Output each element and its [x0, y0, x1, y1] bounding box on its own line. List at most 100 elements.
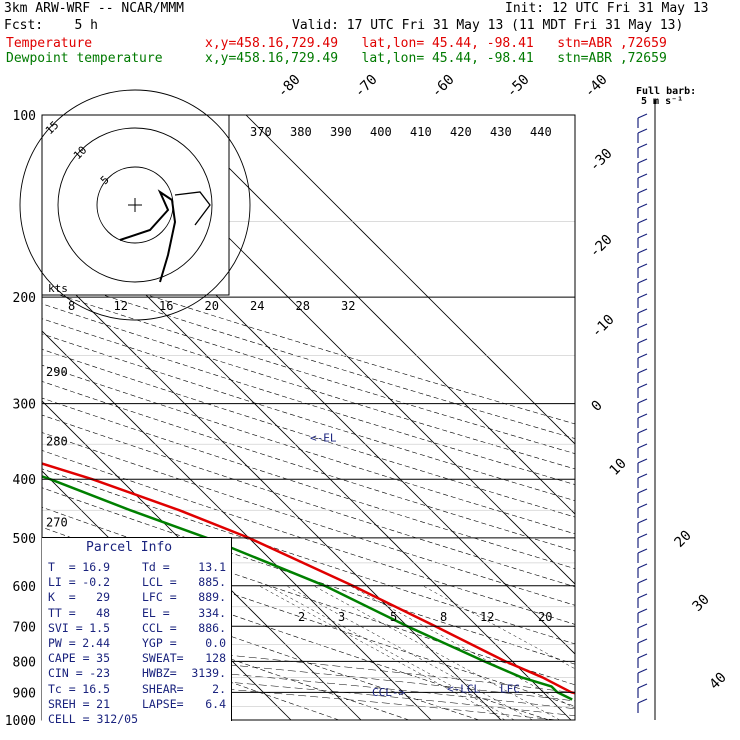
wind-barb-flag — [637, 518, 648, 524]
wind-barb-flag — [637, 563, 648, 569]
isotherm-label: -50 — [504, 72, 533, 101]
plot-frame — [41, 114, 576, 721]
pressure-label: 600 — [13, 580, 36, 595]
wind-barb — [637, 323, 648, 338]
wind-barb — [637, 428, 648, 443]
mixing-ratio-line — [313, 585, 560, 720]
dewpoint-profile — [42, 475, 573, 701]
parcel-info-cell: HWBZ= — [142, 666, 177, 681]
wind-barb — [637, 518, 648, 533]
isotherm-label: 0 — [589, 398, 606, 415]
parcel-info-cell: 0.0 — [205, 636, 226, 650]
parcel-info-cell: 1.5 — [89, 620, 110, 635]
wind-barb-flag — [637, 653, 648, 659]
wind-barb — [637, 488, 648, 503]
wind-barb-flag — [637, 458, 648, 464]
parcel-info-cell: 2.44 — [82, 636, 110, 650]
hodograph-trace-upper — [174, 191, 211, 226]
parcel-info-cell: -0.2 — [82, 575, 110, 590]
wind-barb-flag — [637, 533, 648, 539]
level-annotation: LFC — [500, 682, 520, 695]
wind-barb-flag — [637, 443, 648, 449]
parcel-info-title: Parcel Info — [86, 540, 173, 555]
wind-barb-flag — [637, 488, 648, 494]
wind-barb — [637, 608, 648, 623]
dewpoint-legend-loc: x,y=458.16,729.49 lat,lon= 45.44, -98.41… — [205, 51, 667, 66]
pressure-label: 500 — [13, 532, 36, 547]
parcel-info-cell: EL = — [142, 605, 170, 620]
parcel-info-cell: 334. — [198, 605, 226, 620]
parcel-info-cell: CELL = 312/05 — [48, 712, 139, 726]
pressure-label: 100 — [13, 109, 36, 124]
parcel-info-cell: CCL = — [142, 620, 177, 635]
parcel-info-cell: LFC = — [142, 590, 177, 605]
parcel-info-cell: -23 — [89, 666, 110, 681]
barb-scale-units: 5 m s⁻¹ — [641, 96, 683, 107]
wind-barb-flag — [637, 548, 648, 554]
mixing-ratio-label: 32 — [341, 299, 355, 313]
parcel-info-cell: LCL = — [142, 575, 177, 590]
wind-barb-flag — [637, 308, 648, 314]
wind-barb-flag — [637, 263, 648, 269]
wind-barb-flag — [637, 293, 648, 299]
theta-label: 430 — [490, 125, 512, 139]
pressure-label: 900 — [13, 686, 36, 701]
dewpoint-legend-name: Dewpoint temperature — [6, 51, 163, 66]
wind-barb-flag — [637, 623, 648, 629]
wind-barb-flag — [637, 473, 648, 479]
wind-barb-flag — [637, 113, 648, 119]
wind-barb — [637, 503, 648, 518]
wind-barb-flag — [637, 218, 648, 224]
level-annotation: <-EL — [310, 432, 337, 445]
wind-barb — [637, 533, 648, 548]
theta-label: 370 — [250, 125, 272, 139]
moist-adiabat — [42, 648, 575, 702]
isotherm-line — [42, 400, 362, 720]
wind-barb-flag — [637, 503, 648, 509]
theta-axis-label: 270 — [46, 516, 68, 530]
isotherm-label: 40 — [707, 670, 730, 693]
wind-barb — [637, 413, 648, 428]
parcel-info-cell: 16.9 — [82, 560, 110, 574]
wind-barb — [637, 263, 648, 278]
wind-barb-flag — [637, 578, 648, 584]
parcel-info-cell: CAPE = — [48, 651, 90, 666]
wind-barb — [637, 653, 648, 668]
hodograph-speed-label: kts — [48, 282, 68, 295]
wind-barb-flag — [637, 323, 648, 329]
wind-barb — [637, 548, 648, 563]
hodograph-origin — [128, 198, 142, 212]
wind-barb — [637, 398, 648, 413]
mixing-ratio-label: 12 — [114, 299, 128, 313]
parcel-info-cell: 889. — [198, 590, 226, 605]
wind-barb — [637, 698, 648, 713]
parcel-info-cell: 35 — [96, 651, 110, 666]
wind-barb-flag — [637, 128, 648, 134]
wind-barb-flag — [637, 233, 648, 239]
barb-scale-label: Full barb: — [636, 86, 696, 97]
wind-barb — [637, 188, 648, 203]
mixing-ratio-line — [349, 585, 575, 709]
wind-barb — [637, 113, 648, 128]
wind-barb — [637, 143, 648, 158]
wind-barb-flag — [637, 188, 648, 194]
wind-barb — [637, 233, 648, 248]
parcel-info-panel: Parcel Info T = 16.9 Td = 13.1 LI = -0.2 LCL = 8… — [42, 537, 232, 726]
wind-barb-flag — [637, 203, 648, 209]
init-time: Init: 12 UTC Fri 31 May 13 — [505, 1, 709, 16]
wind-barb-flag — [637, 593, 648, 599]
theta-label: 390 — [330, 125, 352, 139]
hodograph-ring — [57, 127, 213, 283]
wind-barb-flag — [637, 353, 648, 359]
isotherm-line — [245, 115, 575, 445]
wind-barb-flag — [637, 668, 648, 674]
wind-barb — [637, 368, 648, 383]
mixing-ratio-label: 20 — [538, 610, 552, 624]
isotherm-label: 20 — [672, 528, 695, 551]
parcel-info-cell: 16.5 — [82, 681, 110, 696]
theta-label: 400 — [370, 125, 392, 139]
parcel-info-cell: 29 — [96, 590, 110, 605]
wind-barb-flag — [637, 698, 648, 704]
wind-barb — [637, 578, 648, 593]
wind-barb-flag — [637, 278, 648, 284]
